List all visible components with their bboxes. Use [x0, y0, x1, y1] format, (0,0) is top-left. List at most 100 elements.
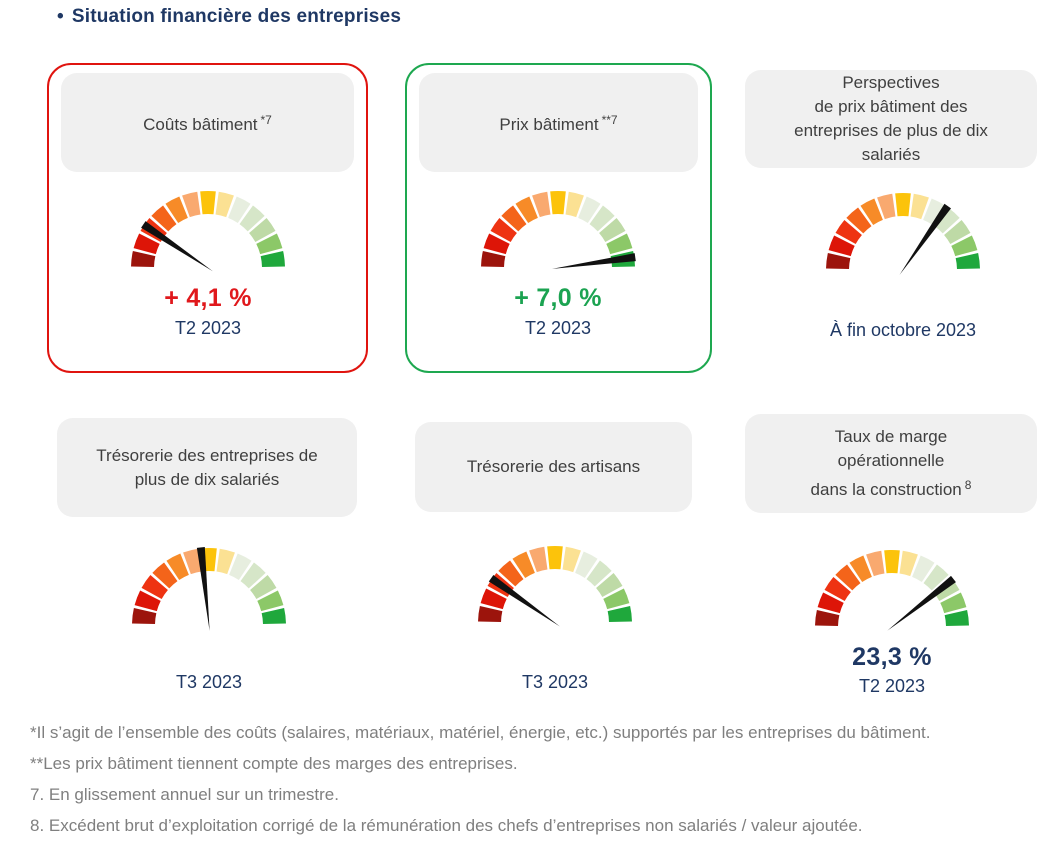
- gauge-segment: [849, 555, 872, 582]
- gauge-needle: [552, 253, 636, 269]
- gauge-taux-de-marge: [792, 527, 992, 637]
- gauge-segment: [589, 205, 615, 232]
- gauge-segment: [899, 550, 918, 577]
- gauge-segment: [586, 560, 612, 587]
- gauge-segment: [182, 191, 201, 218]
- gauge-segment: [817, 592, 844, 614]
- gauge-segment: [152, 562, 178, 589]
- header-label: Trésorerie des entreprises de plus de di…: [96, 445, 318, 489]
- gauge-segment: [607, 606, 632, 622]
- gauge-segment: [490, 218, 517, 242]
- gauge-segment: [575, 551, 598, 578]
- gauge-segment: [166, 553, 189, 580]
- gauge-segment: [183, 548, 202, 575]
- gauge-segment: [216, 548, 235, 575]
- header-label: Coûts bâtiment: [143, 115, 258, 134]
- gauge-svg: [132, 547, 286, 631]
- period-couts-batiment: T2 2023: [174, 318, 242, 338]
- gauge-segment: [550, 191, 566, 215]
- gauge-segment: [200, 191, 216, 215]
- gauge-segment: [828, 235, 855, 257]
- gauge-segment: [483, 233, 510, 255]
- gauge-tresorerie-entreprises: [109, 525, 309, 635]
- gauge-svg: [815, 550, 969, 631]
- footnotes: *Il s’agit de l’ensemble des coûts (sala…: [30, 720, 990, 844]
- header-footnote-ref: *7: [260, 113, 272, 127]
- gauge-segment: [165, 196, 188, 223]
- gauge-segment: [944, 220, 971, 244]
- gauge-segment: [599, 218, 626, 242]
- gauge-needle: [887, 575, 956, 631]
- section-title-text: Situation financière des entreprises: [71, 6, 402, 27]
- card-couts-batiment: [47, 63, 368, 373]
- card-header-perspectives-prix: Perspectives de prix bâtiment des entrep…: [745, 70, 1037, 168]
- gauge-segment: [240, 562, 266, 589]
- gauge-needle: [141, 221, 213, 272]
- gauge-segment: [866, 550, 885, 577]
- gauge-segment: [815, 610, 840, 626]
- gauge-perspectives-prix: [803, 170, 1003, 280]
- gauge-segment: [860, 198, 883, 225]
- gauge-segment: [846, 207, 872, 234]
- gauge-couts-batiment: [108, 168, 308, 278]
- gauge-segment: [515, 196, 538, 223]
- gauge-segment: [877, 193, 896, 220]
- card-header-tresorerie-entreprises: Trésorerie des entreprises de plus de di…: [57, 418, 357, 517]
- footnote-4: 8. Excédent brut d’exploitation corrigé …: [30, 816, 863, 835]
- value-couts-batiment: + 4,1 %: [164, 284, 252, 312]
- gauge-segment: [250, 575, 277, 599]
- gauge-needle: [899, 203, 952, 275]
- gauge-segment: [529, 546, 548, 573]
- gauge-tresorerie-artisans: [455, 523, 655, 633]
- gauge-segment: [951, 235, 978, 257]
- header-label: Taux de marge opérationnelle dans la con…: [810, 427, 962, 499]
- gauge-segment: [606, 233, 633, 255]
- gauge-segment: [912, 555, 935, 582]
- gauge-needle: [488, 574, 560, 627]
- gauge-segment: [256, 233, 283, 255]
- gauge-segment: [239, 205, 265, 232]
- gauge-segment: [547, 546, 563, 570]
- gauge-segment: [884, 550, 900, 574]
- header-label: Trésorerie des artisans: [466, 457, 641, 476]
- gauge-segment: [565, 191, 584, 218]
- header-footnote-ref: 8: [964, 478, 972, 492]
- gauge-svg: [481, 191, 636, 269]
- gauge-prix-batiment: [458, 168, 658, 278]
- gauge-segment: [478, 606, 503, 622]
- card-prix-batiment: [405, 63, 712, 373]
- gauge-segment: [257, 590, 284, 612]
- card-header-taux-de-marge: Taux de marge opérationnelle dans la con…: [745, 414, 1037, 513]
- period-taux-de-marge: T2 2023: [858, 676, 926, 696]
- header-label: Prix bâtiment: [499, 115, 599, 134]
- gauge-segment: [955, 253, 980, 269]
- card-header-couts-batiment: Coûts bâtiment *7: [61, 73, 354, 172]
- gauge-segment: [603, 588, 630, 610]
- gauge-svg: [131, 191, 285, 272]
- gauge-svg: [826, 193, 980, 275]
- footnote-1: *Il s’agit de l’ensemble des coûts (sala…: [30, 723, 931, 742]
- gauge-segment: [133, 233, 160, 255]
- gauge-segment: [498, 560, 524, 587]
- value-prix-batiment: + 7,0 %: [514, 284, 602, 312]
- section-title: • Situation financière des entreprises: [57, 6, 401, 28]
- gauge-svg: [478, 546, 632, 627]
- gauge-segment: [826, 253, 851, 269]
- gauge-segment: [895, 193, 911, 217]
- period-prix-batiment: T2 2023: [524, 318, 592, 338]
- card-header-prix-batiment: Prix bâtiment **7: [419, 73, 698, 172]
- gauge-segment: [501, 205, 527, 232]
- gauge-segment: [215, 191, 234, 218]
- footnote-3: 7. En glissement annuel sur un trimestre…: [30, 785, 339, 804]
- gauge-segment: [596, 573, 623, 597]
- gauge-segment: [141, 575, 168, 599]
- gauge-segment: [835, 220, 862, 244]
- footnote-2: **Les prix bâtiment tiennent compte des …: [30, 754, 518, 773]
- gauge-segment: [923, 198, 946, 225]
- gauge-segment: [562, 546, 581, 573]
- gauge-segment: [249, 218, 276, 242]
- value-taux-de-marge: 23,3 %: [852, 643, 932, 671]
- gauge-segment: [131, 251, 156, 267]
- gauge-segment: [512, 551, 535, 578]
